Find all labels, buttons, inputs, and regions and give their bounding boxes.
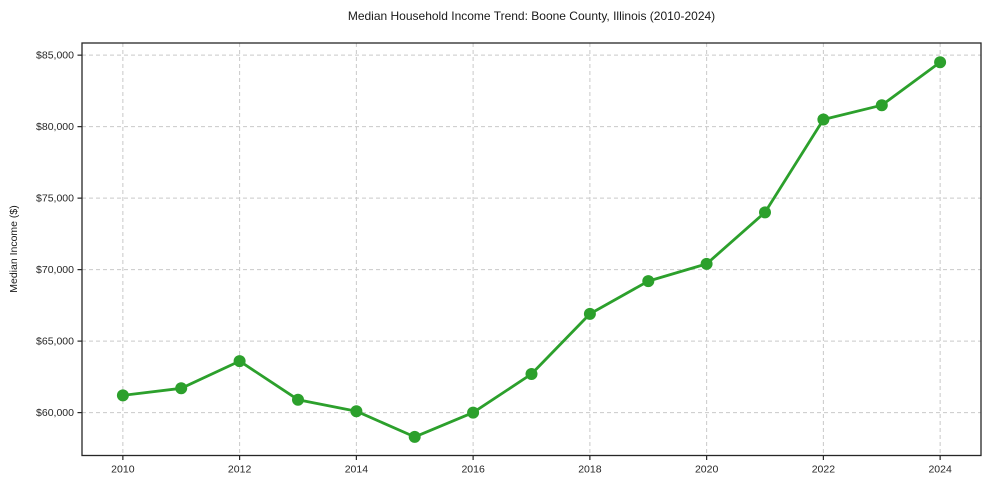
data-point — [350, 405, 363, 418]
data-point — [759, 206, 771, 219]
axes-box — [81, 42, 982, 457]
data-point — [875, 99, 888, 112]
y-tick-label: $75,000 — [36, 193, 74, 205]
y-tick-label: $60,000 — [36, 407, 74, 419]
data-point — [467, 406, 480, 419]
data-point — [233, 355, 246, 368]
x-tick-label: 2016 — [461, 464, 485, 476]
data-point — [116, 389, 129, 402]
y-tick-label: $65,000 — [36, 336, 74, 348]
x-tick-label: 2010 — [111, 464, 135, 476]
y-tick-label: $85,000 — [36, 50, 74, 62]
data-point — [292, 393, 304, 406]
data-point — [408, 430, 421, 443]
y-tick-label: $80,000 — [36, 121, 74, 133]
x-tick-label: 2024 — [928, 464, 952, 476]
data-point — [934, 56, 947, 69]
chart-title: Median Household Income Trend: Boone Cou… — [347, 9, 716, 23]
x-tick-label: 2022 — [812, 464, 836, 476]
data-point — [175, 382, 188, 395]
data-point — [817, 113, 830, 126]
data-point — [700, 257, 713, 270]
data-point — [525, 368, 538, 380]
y-axis-label: Median Income ($) — [8, 205, 20, 293]
data-point — [583, 307, 596, 320]
data-point — [642, 275, 655, 288]
x-tick-label: 2018 — [578, 464, 602, 476]
y-tick-label: $70,000 — [36, 264, 74, 276]
x-tick-label: 2012 — [228, 464, 252, 476]
x-tick-label: 2020 — [695, 464, 719, 476]
x-tick-label: 2014 — [345, 464, 369, 476]
